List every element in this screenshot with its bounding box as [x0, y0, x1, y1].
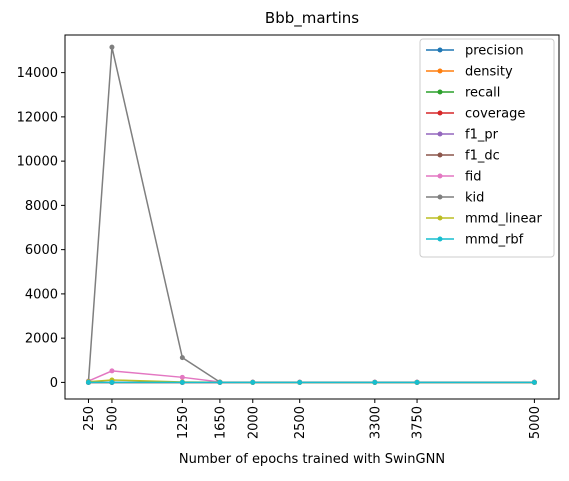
legend-label: f1_pr: [465, 128, 499, 143]
data-point: [109, 45, 114, 50]
legend-label: mmd_rbf: [465, 233, 524, 248]
x-tick-label: 5000: [528, 406, 543, 439]
data-point: [217, 380, 222, 385]
legend: precision density recall coverage f1_pr f1_dc…: [420, 39, 554, 257]
legend-marker: [438, 237, 443, 242]
legend-label: coverage: [465, 107, 525, 122]
y-tick-label: 4000: [25, 287, 58, 302]
legend-label: recall: [465, 86, 500, 101]
y-axis: 0 2000 4000 6000 8000 10000 12000 14000: [17, 66, 65, 391]
data-point: [297, 380, 302, 385]
y-tick-label: 14000: [17, 66, 58, 81]
y-tick-label: 2000: [25, 332, 58, 347]
legend-label: f1_dc: [465, 149, 500, 164]
data-point: [180, 380, 185, 385]
y-tick-label: 10000: [17, 155, 58, 170]
y-tick-label: 0: [50, 376, 58, 391]
data-point: [372, 380, 377, 385]
x-axis-label: Number of epochs trained with SwinGNN: [179, 452, 445, 467]
legend-marker: [438, 48, 443, 53]
legend-label: precision: [465, 44, 524, 59]
data-point: [86, 380, 91, 385]
legend-marker: [438, 216, 443, 221]
data-point: [109, 380, 114, 385]
data-point: [109, 368, 114, 373]
legend-marker: [438, 69, 443, 74]
legend-label: fid: [465, 170, 481, 185]
x-tick-label: 500: [105, 406, 120, 431]
y-tick-label: 6000: [25, 243, 58, 258]
data-point: [180, 355, 185, 360]
legend-marker: [438, 111, 443, 116]
x-tick-label: 1250: [176, 406, 191, 439]
x-axis: 250 500 1250 1650 2000 2500 3300 3750 5000: [82, 399, 543, 439]
legend-label: mmd_linear: [465, 212, 543, 227]
legend-marker: [438, 90, 443, 95]
x-tick-label: 3750: [411, 406, 426, 439]
x-tick-label: 1650: [213, 406, 228, 439]
legend-label: kid: [465, 191, 484, 206]
legend-marker: [438, 132, 443, 137]
x-tick-label: 3300: [368, 406, 383, 439]
x-tick-label: 2500: [293, 406, 308, 439]
legend-label: density: [465, 65, 513, 80]
series-mmd-linear: [86, 377, 537, 384]
y-tick-label: 12000: [17, 110, 58, 125]
data-point: [250, 380, 255, 385]
data-point: [415, 380, 420, 385]
legend-marker: [438, 195, 443, 200]
chart-title: Bbb_martins: [265, 9, 359, 28]
x-tick-label: 250: [82, 406, 97, 431]
data-point: [180, 375, 185, 380]
x-tick-label: 2000: [246, 406, 261, 439]
legend-marker: [438, 174, 443, 179]
y-tick-label: 8000: [25, 199, 58, 214]
data-point: [532, 380, 537, 385]
legend-marker: [438, 153, 443, 158]
